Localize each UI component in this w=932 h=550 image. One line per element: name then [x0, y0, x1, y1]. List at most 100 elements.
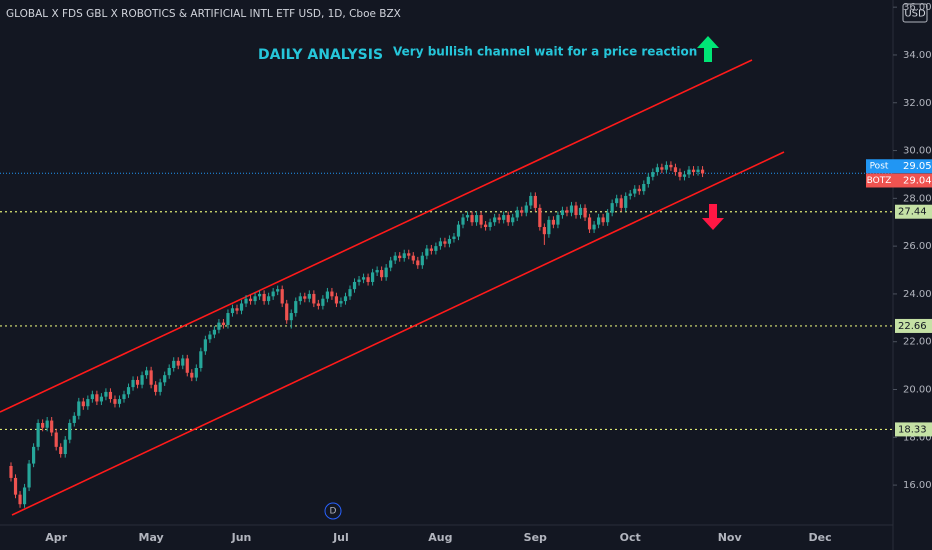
- x-tick-label: Dec: [809, 531, 832, 544]
- candle-body: [294, 301, 298, 314]
- candle-body: [13, 477, 18, 495]
- post-tag: [866, 159, 932, 174]
- annotation: Very bullish channel wait for a price re…: [393, 45, 697, 59]
- candle-body: [624, 195, 628, 208]
- candle-body: [511, 217, 515, 223]
- candle-body: [547, 219, 551, 235]
- candle-body: [560, 210, 565, 216]
- candle-body: [163, 375, 167, 383]
- candle-body: [556, 215, 560, 225]
- candle-body: [145, 370, 149, 376]
- candle-body: [637, 188, 641, 192]
- candle-body: [217, 322, 221, 330]
- last-value: 29.04: [903, 175, 932, 186]
- candle-body: [276, 289, 280, 292]
- candle-body: [633, 188, 637, 194]
- candle-body: [384, 267, 388, 278]
- candle-body: [601, 217, 605, 223]
- candle-body: [267, 296, 271, 302]
- candle-body: [104, 391, 108, 397]
- candle-body: [380, 270, 384, 278]
- candle-body: [474, 215, 479, 223]
- plot-area: [0, 59, 893, 516]
- candle-body: [529, 195, 533, 206]
- candle-body: [515, 210, 519, 218]
- candle-body: [140, 375, 144, 385]
- candle-body: [447, 238, 452, 244]
- candle-body: [375, 270, 379, 273]
- chart-title: GLOBAL X FDS GBL X ROBOTICS & ARTIFICIAL…: [6, 8, 401, 20]
- x-tick-label: Sep: [524, 531, 547, 544]
- channel-line: [11, 151, 785, 516]
- candle-body: [578, 207, 583, 216]
- candle-body: [167, 368, 171, 376]
- candle-body: [90, 394, 94, 400]
- candle-body: [434, 246, 438, 251]
- candle-body: [18, 494, 22, 505]
- candle-body: [113, 399, 117, 404]
- candle-body: [203, 339, 207, 352]
- candle-body: [366, 277, 370, 282]
- candle-body: [81, 401, 85, 407]
- candle-body: [696, 169, 700, 173]
- y-tick-label: 30.00: [903, 146, 932, 157]
- candle-body: [597, 217, 601, 225]
- candle-body: [470, 215, 474, 223]
- candle-body: [646, 176, 650, 185]
- candle-body: [628, 193, 632, 196]
- candle-body: [488, 222, 492, 228]
- candle-body: [72, 415, 76, 423]
- candle-body: [642, 184, 646, 192]
- candle-body: [669, 164, 673, 168]
- post-name: Post: [870, 162, 889, 172]
- candle-body: [199, 351, 203, 369]
- candle-body: [452, 236, 456, 239]
- level-label: 22.66: [898, 321, 927, 332]
- candle-body: [321, 298, 325, 306]
- candle-body: [131, 379, 135, 388]
- candle-body: [542, 227, 546, 235]
- candle-body: [208, 334, 212, 340]
- candle-body: [36, 422, 40, 447]
- candle-body: [248, 298, 253, 302]
- x-tick-label: Oct: [620, 531, 641, 544]
- candle-body: [334, 296, 339, 304]
- candle-body: [565, 210, 569, 213]
- candle-body: [77, 401, 81, 416]
- candle-body: [551, 219, 555, 225]
- y-tick-label: 18.00: [903, 432, 932, 443]
- candle-body: [262, 293, 266, 302]
- candle-body: [479, 215, 483, 225]
- candle-body: [502, 215, 506, 220]
- candle-body: [226, 313, 230, 325]
- candle-body: [289, 313, 293, 321]
- candle-body: [95, 394, 99, 402]
- candle-body: [339, 301, 343, 304]
- candle-body: [497, 217, 501, 220]
- x-tick-label: Jun: [231, 531, 252, 544]
- candle-body: [253, 296, 257, 302]
- candle-body: [610, 203, 614, 213]
- candle-body: [371, 272, 375, 282]
- candle-body: [68, 422, 72, 440]
- candle-body: [411, 255, 415, 261]
- candle-body: [461, 217, 465, 225]
- level-label: 27.44: [898, 207, 927, 218]
- y-tick-label: 28.00: [903, 193, 932, 204]
- candle-body: [41, 422, 45, 428]
- candle-body: [456, 224, 461, 237]
- headline: DAILY ANALYSIS: [258, 47, 383, 63]
- channel-line: [0, 59, 753, 413]
- candle-body: [258, 293, 262, 297]
- level-tag: [895, 422, 932, 437]
- candle-body: [569, 205, 574, 213]
- candle-body: [678, 172, 682, 177]
- marker-circle: [324, 502, 342, 520]
- x-tick-label: Nov: [718, 531, 743, 544]
- candle-body: [484, 224, 488, 228]
- currency-box[interactable]: [902, 3, 928, 23]
- level-tag: [895, 318, 932, 333]
- candle-body: [524, 205, 528, 213]
- candle-body: [660, 167, 664, 170]
- candle-body: [606, 212, 610, 223]
